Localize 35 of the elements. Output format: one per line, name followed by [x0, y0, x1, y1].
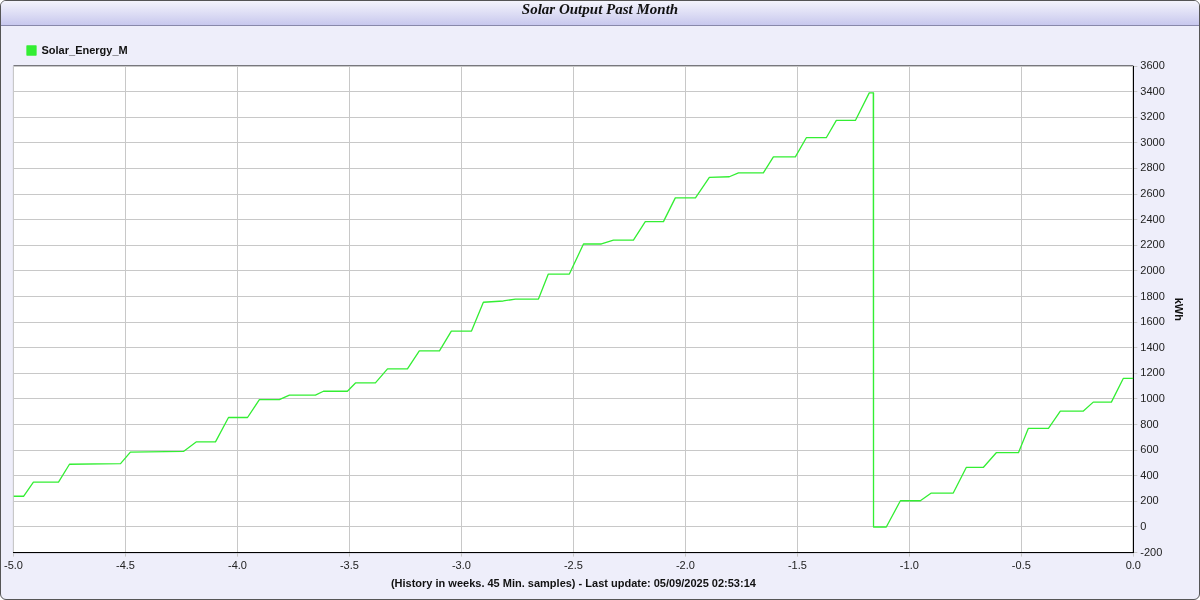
y-tick-label: 3600 [1140, 59, 1165, 72]
y-tick-label: 1600 [1140, 315, 1165, 328]
x-tick-label: 0.0 [1125, 559, 1141, 572]
y-tick-label: 1400 [1140, 340, 1165, 353]
y-tick-label: 1200 [1140, 366, 1165, 379]
y-tick-label: -200 [1140, 545, 1163, 558]
y-tick-label: 2200 [1140, 238, 1165, 251]
y-tick-label: 200 [1140, 494, 1159, 507]
x-tick-label: -3.5 [339, 559, 359, 572]
y-tick-label: 600 [1140, 443, 1159, 456]
y-tick-label: 2400 [1140, 212, 1165, 225]
x-tick-label: -5.0 [3, 559, 23, 572]
y-tick-label: 800 [1140, 417, 1159, 430]
legend-label: Solar_Energy_M [41, 43, 128, 56]
x-tick-label: -1.0 [899, 559, 919, 572]
y-tick-label: 0 [1140, 520, 1147, 533]
x-tick-label: -4.5 [115, 559, 135, 572]
x-tick-label: -2.5 [563, 559, 583, 572]
y-axis-title: kWh [1173, 297, 1186, 322]
x-tick-label: -3.0 [451, 559, 471, 572]
x-axis-title: (History in weeks. 45 Min. samples) - Last update: 05/09/2025 02:53:14 [390, 577, 757, 590]
x-tick-label: -0.5 [1011, 559, 1031, 572]
x-tick-label: -4.0 [227, 559, 247, 572]
x-tick-label: -2.0 [675, 559, 695, 572]
y-tick-label: 2000 [1140, 263, 1165, 276]
y-tick-label: 1800 [1140, 289, 1165, 302]
y-tick-label: 1000 [1140, 391, 1165, 404]
chart-title: Solar Output Past Month [1, 1, 1199, 26]
y-tick-label: 3200 [1140, 110, 1165, 123]
y-tick-label: 2800 [1140, 161, 1165, 174]
y-tick-label: 3000 [1140, 135, 1165, 148]
y-tick-label: 400 [1140, 468, 1159, 481]
y-tick-label: 3400 [1140, 84, 1165, 97]
y-tick-label: 2600 [1140, 187, 1165, 200]
x-tick-label: -1.5 [787, 559, 807, 572]
